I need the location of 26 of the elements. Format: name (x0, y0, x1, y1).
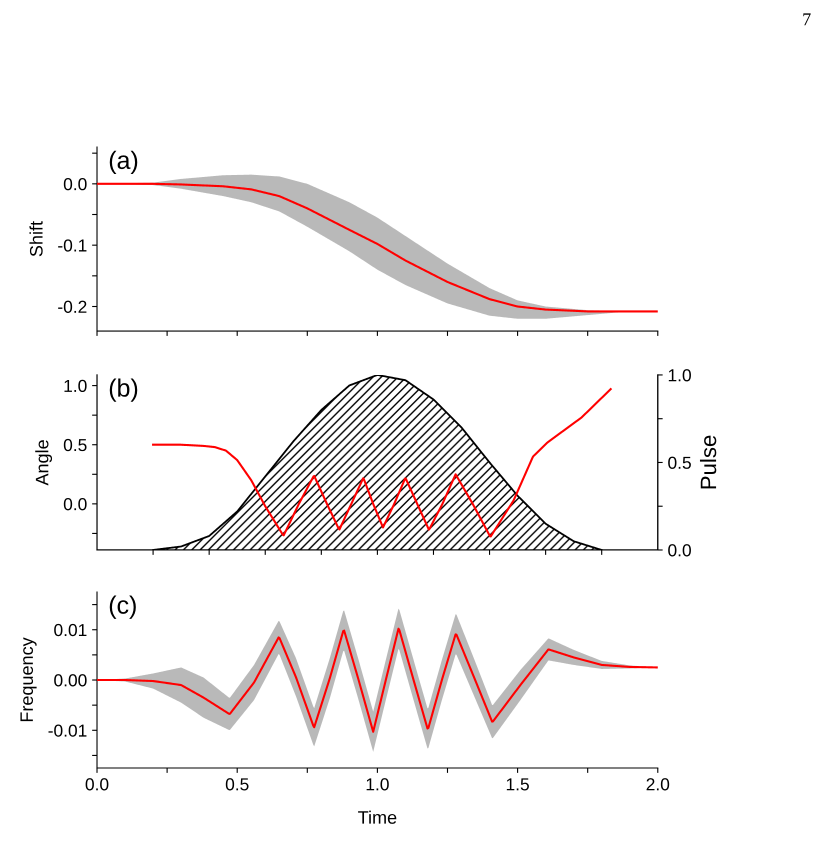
annotation: (b) (110, 378, 138, 402)
x-tick-label: 2.0 (646, 778, 670, 790)
y-axis-title: Frequency (20, 637, 37, 722)
y-axis-title: Shift (29, 221, 43, 256)
annotation: (c) (110, 596, 136, 619)
x-axis-title: Time (358, 810, 396, 824)
y-tick-label: -0.2 (58, 300, 86, 313)
text: 7 (803, 13, 811, 26)
x-tick-label: 1.5 (506, 778, 529, 790)
y2-tick-label: 1.0 (668, 369, 691, 382)
y-tick-label: 0.0 (64, 498, 87, 510)
y-tick-label: -0.1 (58, 239, 86, 252)
y-axis-title: Angle (35, 440, 52, 486)
y-tick-label: 1.0 (64, 380, 87, 392)
y2-axis-title: Pulse (700, 436, 716, 488)
y-tick-label: 0.01 (54, 624, 86, 636)
y-tick-label: -0.01 (48, 724, 86, 737)
y-tick-label: 0.0 (64, 178, 87, 190)
x-tick-label: 0.5 (226, 778, 249, 790)
annotation: (a) (110, 150, 138, 174)
y2-tick-label: 0.0 (668, 544, 691, 556)
y2-tick-label: 0.5 (668, 456, 691, 469)
y-tick-label: 0.00 (54, 674, 87, 686)
y-tick-label: 0.5 (64, 438, 87, 452)
x-tick-label: 0.0 (86, 778, 108, 790)
x-tick-label: 1.0 (366, 778, 389, 790)
